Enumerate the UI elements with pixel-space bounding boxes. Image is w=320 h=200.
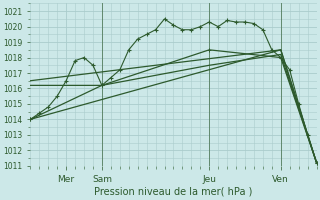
X-axis label: Pression niveau de la mer( hPa ): Pression niveau de la mer( hPa ) <box>94 187 252 197</box>
